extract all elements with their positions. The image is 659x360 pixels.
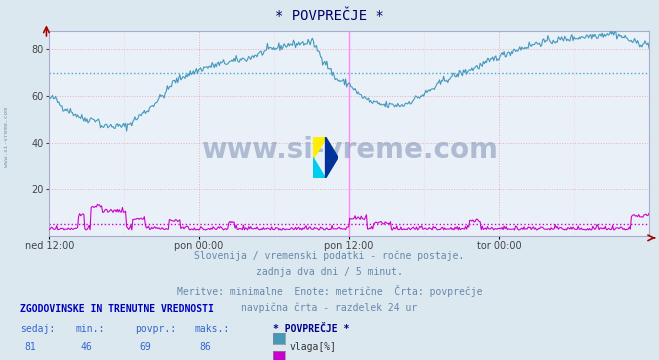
Text: zadnja dva dni / 5 minut.: zadnja dva dni / 5 minut. [256,267,403,278]
Text: www.si-vreme.com: www.si-vreme.com [4,107,9,167]
Text: 69: 69 [140,342,152,352]
Text: * POVPREČJE *: * POVPREČJE * [273,324,350,334]
Text: www.si-vreme.com: www.si-vreme.com [201,136,498,163]
Polygon shape [326,137,338,178]
Text: 46: 46 [80,342,92,352]
Text: Slovenija / vremenski podatki - ročne postaje.: Slovenija / vremenski podatki - ročne po… [194,250,465,261]
Text: 81: 81 [24,342,36,352]
Text: maks.:: maks.: [194,324,229,334]
Text: navpična črta - razdelek 24 ur: navpična črta - razdelek 24 ur [241,302,418,312]
Text: Meritve: minimalne  Enote: metrične  Črta: povprečje: Meritve: minimalne Enote: metrične Črta:… [177,285,482,297]
Text: * POVPREČJE *: * POVPREČJE * [275,9,384,23]
Text: 86: 86 [199,342,211,352]
Polygon shape [313,137,326,158]
Text: povpr.:: povpr.: [135,324,176,334]
Text: min.:: min.: [76,324,105,334]
Text: sedaj:: sedaj: [20,324,55,334]
Text: ZGODOVINSKE IN TRENUTNE VREDNOSTI: ZGODOVINSKE IN TRENUTNE VREDNOSTI [20,304,214,314]
Text: vlaga[%]: vlaga[%] [290,342,337,352]
Polygon shape [313,158,326,178]
